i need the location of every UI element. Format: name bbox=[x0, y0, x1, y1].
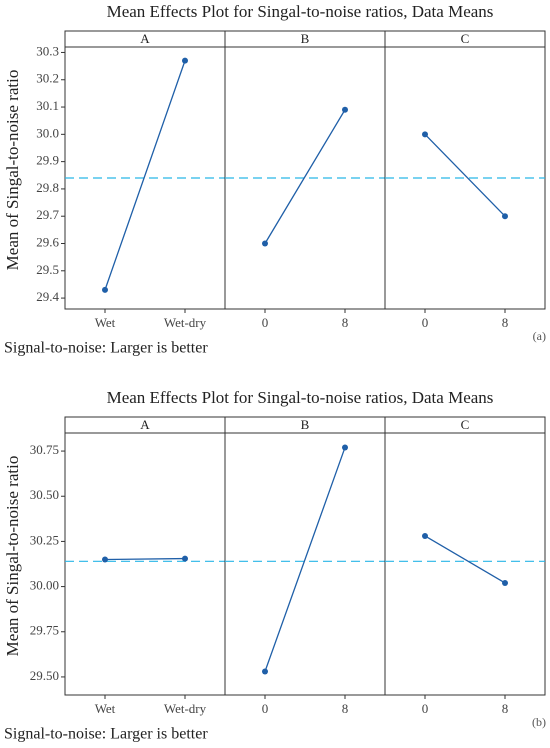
effect-point bbox=[342, 106, 348, 113]
x-tick-label: Wet bbox=[95, 701, 116, 716]
y-axis-label: Mean of Singal-to-noise ratio bbox=[3, 70, 22, 271]
y-tick-label: 30.75 bbox=[30, 442, 59, 457]
y-tick-label: 29.50 bbox=[30, 668, 59, 683]
x-tick-label: 8 bbox=[342, 701, 349, 716]
y-tick-label: 30.2 bbox=[36, 71, 59, 86]
effect-line bbox=[104, 557, 186, 561]
panel bbox=[384, 46, 546, 310]
panel-tag: (a) bbox=[533, 329, 546, 343]
effect-point bbox=[182, 57, 188, 64]
effect-line bbox=[264, 447, 346, 672]
y-tick-label: 29.75 bbox=[30, 623, 59, 638]
strip-label: A bbox=[140, 31, 150, 46]
effect-line bbox=[264, 109, 346, 244]
note: Signal-to-noise: Larger is better bbox=[4, 726, 208, 743]
effect-point bbox=[422, 532, 428, 539]
y-tick-label: 29.8 bbox=[36, 180, 59, 195]
effect-point bbox=[102, 556, 108, 563]
y-tick-label: 29.4 bbox=[36, 289, 59, 304]
effect-line bbox=[424, 535, 506, 584]
x-tick-label: 0 bbox=[422, 315, 429, 330]
x-tick-label: 8 bbox=[502, 315, 509, 330]
y-tick-label: 30.3 bbox=[36, 43, 59, 58]
chart-title: Mean Effects Plot for Singal-to-noise ra… bbox=[107, 388, 494, 407]
y-tick-label: 29.5 bbox=[36, 262, 59, 277]
effect-point bbox=[502, 213, 508, 220]
panel bbox=[64, 46, 226, 310]
effect-line bbox=[104, 60, 186, 291]
x-tick-label: Wet-dry bbox=[164, 701, 207, 716]
strip-label: C bbox=[461, 417, 470, 432]
effect-point bbox=[422, 131, 428, 138]
y-tick-label: 29.6 bbox=[36, 234, 59, 249]
effect-point bbox=[262, 240, 268, 247]
y-tick-label: 30.50 bbox=[30, 487, 59, 502]
x-tick-label: 8 bbox=[342, 315, 349, 330]
y-tick-label: 30.0 bbox=[36, 125, 59, 140]
effect-point bbox=[102, 286, 108, 293]
x-tick-label: 8 bbox=[502, 701, 509, 716]
effect-point bbox=[342, 444, 348, 451]
x-tick-label: 0 bbox=[262, 315, 269, 330]
panel-tag: (b) bbox=[532, 715, 546, 729]
effect-point bbox=[262, 668, 268, 675]
x-tick-label: Wet bbox=[95, 315, 116, 330]
panel bbox=[64, 432, 226, 696]
strip-label: B bbox=[301, 417, 310, 432]
note: Signal-to-noise: Larger is better bbox=[4, 340, 208, 357]
x-tick-label: 0 bbox=[422, 701, 429, 716]
strip-label: A bbox=[140, 417, 150, 432]
effect-point bbox=[502, 579, 508, 586]
panel bbox=[384, 432, 546, 696]
effect-line bbox=[424, 133, 506, 217]
strip-label: C bbox=[461, 31, 470, 46]
y-tick-label: 29.7 bbox=[36, 207, 59, 222]
chart-title: Mean Effects Plot for Singal-to-noise ra… bbox=[107, 2, 494, 21]
y-tick-label: 29.9 bbox=[36, 153, 59, 168]
y-tick-label: 30.00 bbox=[30, 578, 59, 593]
y-axis-label: Mean of Singal-to-noise ratio bbox=[3, 456, 22, 657]
y-tick-label: 30.25 bbox=[30, 532, 59, 547]
panel bbox=[224, 432, 386, 696]
x-tick-label: 0 bbox=[262, 701, 269, 716]
x-tick-label: Wet-dry bbox=[164, 315, 207, 330]
effect-point bbox=[182, 555, 188, 562]
y-tick-label: 30.1 bbox=[36, 98, 59, 113]
panel bbox=[224, 46, 386, 310]
strip-label: B bbox=[301, 31, 310, 46]
